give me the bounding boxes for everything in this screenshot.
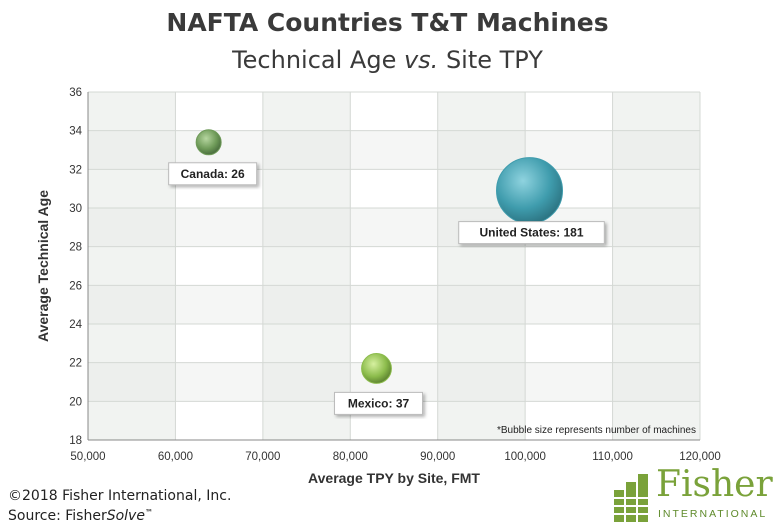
x-tick-label: 60,000 [158, 451, 193, 463]
plot-band [437, 92, 526, 440]
x-tick-label: 50,000 [70, 451, 105, 463]
bubble-point[interactable] [195, 129, 222, 156]
y-tick-label: 20 [69, 396, 82, 408]
bubble-label-box [334, 391, 424, 415]
subtitle-vs: vs. [403, 46, 439, 74]
y-tick-label: 26 [69, 280, 82, 292]
x-tick-label: 110,000 [592, 451, 633, 463]
y-tick-label: 32 [69, 164, 82, 176]
x-tick-label: 70,000 [245, 451, 280, 463]
chart-title: NAFTA Countries T&T Machines [166, 8, 609, 37]
y-tick-label: 28 [69, 242, 82, 254]
subtitle-part: Technical Age [232, 46, 404, 74]
y-tick-label: 36 [69, 87, 82, 99]
plot-band [88, 285, 700, 324]
plot-band [262, 92, 351, 440]
fisher-logo: Fisher INTERNATIONAL [612, 464, 773, 526]
x-tick-label: 120,000 [679, 451, 721, 463]
bubble-point[interactable] [361, 353, 392, 384]
trademark: ™ [144, 508, 153, 517]
y-axis-label: Average Technical Age [35, 190, 51, 342]
y-tick-label: 34 [69, 126, 82, 138]
fisher-logo-mark-icon [614, 474, 648, 522]
y-tick-label: 22 [69, 358, 82, 370]
logo-wordmark: Fisher [656, 464, 773, 505]
x-tick-label: 90,000 [420, 451, 455, 463]
y-tick-label: 18 [69, 435, 82, 447]
chart-subtitle: Technical Age vs. Site TPY [0, 46, 775, 74]
x-tick-label: 80,000 [333, 451, 368, 463]
bubble-label: United States: 181 [479, 226, 583, 240]
copyright-text: ©2018 Fisher International, Inc. [8, 488, 232, 504]
plot-band [88, 208, 700, 247]
source-product: Solve [106, 508, 145, 524]
bubble-label: Mexico: 37 [348, 396, 410, 410]
plot-band [88, 92, 176, 440]
bubble-label-box [168, 162, 258, 186]
y-tick-label: 30 [69, 203, 82, 215]
plot-area [88, 92, 700, 440]
subtitle-part-2: Site TPY [438, 46, 543, 74]
logo-subtitle: INTERNATIONAL [658, 508, 768, 520]
bubble-label: Canada: 26 [181, 167, 245, 181]
source-text: Source: FisherSolve™ [8, 508, 153, 524]
bubble-size-note: *Bubble size represents number of machin… [497, 425, 696, 436]
plot-band [612, 92, 700, 440]
bubble-label-box [458, 221, 605, 245]
source-prefix: Source: Fisher [8, 508, 107, 524]
bubble-point[interactable] [496, 157, 564, 225]
y-tick-label: 24 [69, 319, 82, 331]
x-axis-label: Average TPY by Site, FMT [308, 470, 480, 486]
x-tick-label: 100,000 [504, 451, 546, 463]
